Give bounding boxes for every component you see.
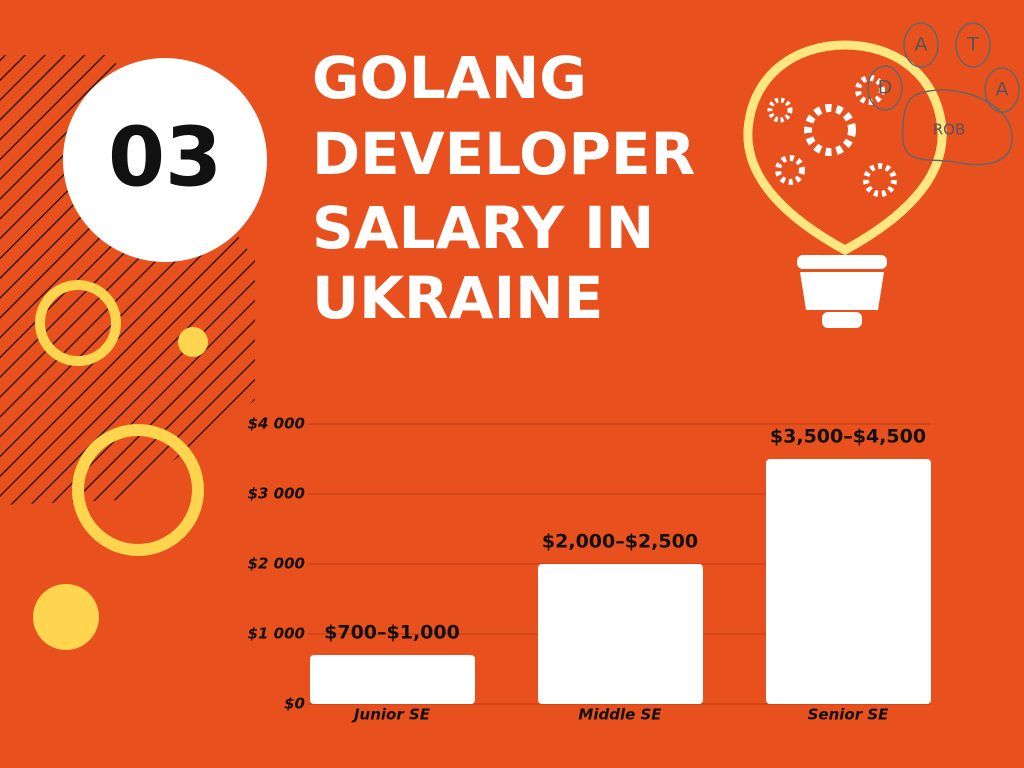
y-tick-label: $0	[284, 695, 305, 713]
logo: A T D A ROB	[867, 22, 1020, 166]
title-line: SALARY IN	[312, 194, 654, 262]
y-tick-label: $3 000	[248, 485, 305, 503]
bar	[766, 459, 931, 704]
logo-letter: A	[996, 79, 1009, 101]
logo-letter: T	[966, 34, 979, 56]
badge-number: 03	[108, 110, 222, 205]
lightbulb	[743, 40, 947, 328]
y-tick-label: $4 000	[248, 415, 305, 433]
logo-letter: D	[878, 77, 893, 99]
badge-circle	[63, 58, 267, 262]
title-line: UKRAINE	[312, 264, 603, 332]
bar-chart: $0 $1 000 $2 000 $3 000 $4 000 Junior SE $700–…	[248, 415, 931, 724]
value-label: $700–$1,000	[324, 622, 460, 644]
dot-decoration	[33, 584, 99, 650]
bar	[310, 655, 475, 704]
logo-letter: A	[915, 34, 928, 56]
x-tick-label: Junior SE	[351, 706, 431, 724]
y-tick-label: $2 000	[248, 555, 305, 573]
bar	[538, 564, 703, 704]
x-tick-label: Senior SE	[808, 706, 890, 724]
title-line: GOLANG	[312, 44, 587, 112]
logo-word: ROB	[933, 121, 966, 139]
title-line: DEVELOPER	[312, 120, 695, 188]
ring-decoration	[35, 280, 121, 366]
dot-decoration	[178, 327, 208, 357]
ring-decoration	[72, 424, 204, 556]
x-tick-label: Middle SE	[578, 706, 662, 724]
value-label: $3,500–$4,500	[770, 426, 926, 448]
y-tick-label: $1 000	[248, 625, 305, 643]
value-label: $2,000–$2,500	[542, 531, 698, 553]
